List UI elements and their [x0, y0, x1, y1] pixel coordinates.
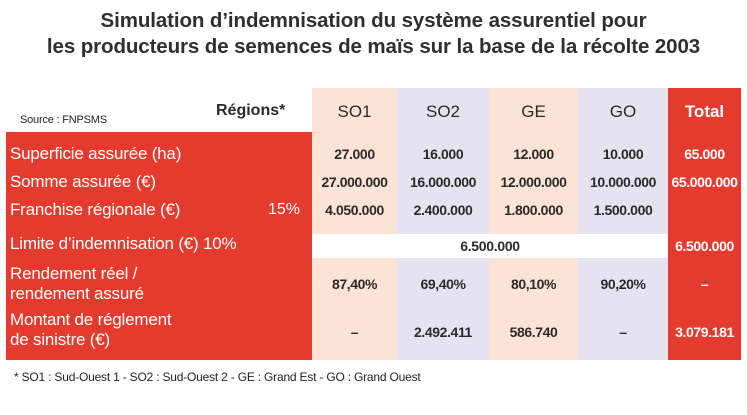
- rendement-label-line-2: rendement assuré: [10, 284, 144, 303]
- franchise-percent: 15%: [268, 201, 301, 218]
- cell-franchise-so2: 2.400.000: [413, 202, 473, 218]
- cell-limite-total: 6.500.000: [675, 238, 734, 254]
- cell-rendement-go: 90,20%: [600, 276, 646, 292]
- regions-header: Régions*: [216, 102, 286, 119]
- row-label-montant: Montant de réglement de sinistre (€): [10, 310, 172, 350]
- cell-somme-go: 10.000.000: [589, 174, 657, 190]
- row-label-franchise: Franchise régionale (€): [10, 200, 181, 219]
- header-go: GO: [609, 102, 637, 121]
- rendement-label-line-1: Rendement réel /: [10, 264, 138, 283]
- title-line-1: Simulation d’indemnisation du système as…: [100, 9, 647, 32]
- cell-franchise-so1: 4.050.000: [325, 202, 384, 218]
- cell-montant-total: 3.079.181: [675, 324, 734, 340]
- footnote: * SO1 : Sud-Ouest 1 - SO2 : Sud-Ouest 2 …: [14, 370, 421, 384]
- page-title: Simulation d’indemnisation du système as…: [0, 8, 747, 60]
- cell-franchise-ge: 1.800.000: [504, 202, 563, 218]
- row-label-rendement: Rendement réel / rendement assuré: [10, 264, 144, 304]
- column-bg-ge: [489, 88, 578, 360]
- title-line-2: les producteurs de semences de maïs sur …: [46, 35, 701, 58]
- cell-somme-total: 65.000.000: [671, 174, 738, 190]
- header-left-area: [6, 88, 312, 132]
- cell-somme-so2: 16.000.000: [409, 174, 477, 190]
- header-so2: SO2: [425, 102, 461, 121]
- cell-superficie-go: 10.000: [602, 146, 644, 162]
- header-so1: SO1: [337, 102, 372, 121]
- cell-montant-ge: 586.740: [509, 324, 558, 340]
- montant-label-line-2: de sinistre (€): [10, 330, 110, 349]
- column-bg-go: [578, 88, 668, 360]
- source-note: Source : FNPSMS: [20, 114, 107, 126]
- header-total: Total: [684, 102, 725, 121]
- header-ge: GE: [521, 102, 546, 121]
- cell-limite-merged: 6.500.000: [312, 234, 668, 258]
- cell-rendement-so1: 87,40%: [331, 276, 378, 292]
- cell-superficie-so2: 16.000: [422, 146, 464, 162]
- indemnity-table: Source : FNPSMS Régions* SO1 SO2 GE GO T…: [6, 88, 741, 360]
- row-label-limite: Limite d’indemnisation (€) 10%: [10, 234, 237, 253]
- column-bg-so1: [312, 88, 397, 360]
- row-label-superficie: Superficie assurée (ha): [10, 144, 182, 163]
- montant-label-line-1: Montant de réglement: [10, 310, 172, 329]
- cell-montant-so1: –: [350, 324, 359, 340]
- cell-superficie-ge: 12.000: [513, 146, 554, 162]
- cell-rendement-total: –: [700, 276, 709, 292]
- cell-rendement-ge: 80,10%: [510, 276, 557, 292]
- cell-somme-so1: 27.000.000: [321, 174, 388, 190]
- cell-montant-so2: 2.492.411: [414, 324, 472, 340]
- cell-somme-ge: 12.000.000: [500, 174, 567, 190]
- row-label-somme: Somme assurée (€): [10, 172, 156, 191]
- cell-franchise-go: 1.500.000: [593, 202, 653, 218]
- row-labels-bg: [6, 132, 312, 360]
- cell-rendement-so2: 69,40%: [420, 276, 466, 292]
- cell-superficie-so1: 27.000: [334, 146, 375, 162]
- column-bg-total: [668, 88, 741, 360]
- cell-superficie-total: 65.000: [684, 146, 725, 162]
- cell-montant-go: –: [619, 324, 627, 340]
- column-bg-so2: [397, 88, 489, 360]
